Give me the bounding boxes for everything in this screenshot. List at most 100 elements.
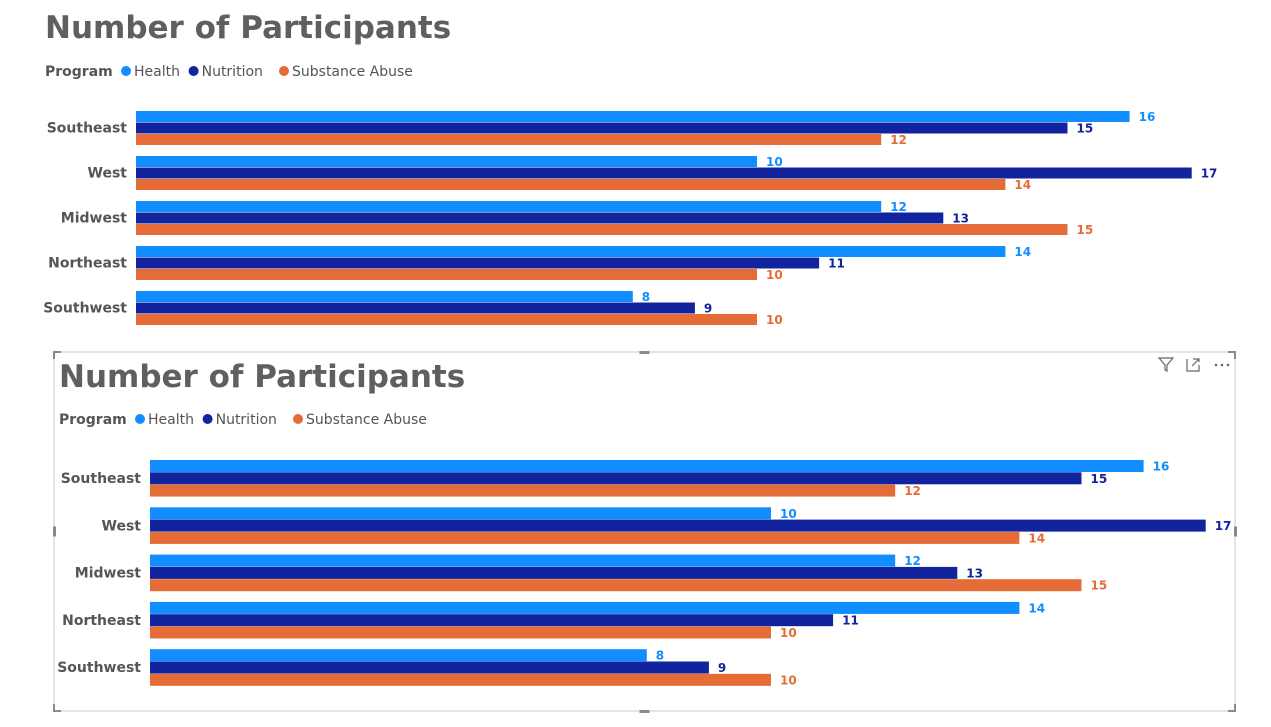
resize-handle-corner[interactable] [1228, 351, 1236, 359]
bar-west-substance-abuse[interactable] [136, 179, 1006, 190]
bar-southwest-substance-abuse[interactable] [136, 314, 757, 325]
bar-west-substance-abuse[interactable] [150, 531, 1020, 544]
resize-handle-left[interactable] [53, 526, 56, 537]
legend-item-health[interactable]: Health [121, 64, 180, 80]
data-label-west-nutrition: 17 [1201, 167, 1218, 181]
data-label-northeast-nutrition: 11 [828, 257, 845, 271]
data-label-northeast-nutrition: 11 [842, 614, 859, 628]
bar-northeast-substance-abuse[interactable] [136, 269, 757, 280]
legend-label-health: Health [148, 412, 194, 428]
bar-southeast-health[interactable] [150, 460, 1144, 472]
legend-title: Program [45, 64, 113, 80]
category-label-southeast: Southeast [61, 471, 142, 487]
bar-southeast-nutrition[interactable] [150, 472, 1082, 485]
bar-southwest-nutrition[interactable] [150, 661, 709, 674]
data-label-northeast-substance-abuse: 10 [766, 268, 783, 282]
resize-handle-right[interactable] [1234, 526, 1237, 537]
legend-marker-substance-abuse [279, 66, 289, 76]
bar-midwest-nutrition[interactable] [136, 212, 944, 224]
legend-label-health: Health [134, 64, 180, 80]
category-label-midwest: Midwest [75, 566, 142, 582]
bar-northeast-substance-abuse[interactable] [150, 626, 771, 639]
data-label-southeast-nutrition: 15 [1077, 122, 1094, 136]
data-label-west-health: 10 [766, 155, 783, 169]
data-label-southwest-substance-abuse: 10 [780, 673, 797, 687]
legend-item-nutrition[interactable]: Nutrition [188, 64, 263, 80]
data-label-midwest-health: 12 [890, 200, 907, 214]
chart-title: Number of Participants [59, 359, 465, 395]
bar-west-health[interactable] [136, 156, 757, 167]
legend-item-health[interactable]: Health [135, 412, 194, 428]
bar-southwest-substance-abuse[interactable] [150, 673, 771, 686]
bar-southeast-substance-abuse[interactable] [150, 484, 896, 497]
legend-label-substance-abuse: Substance Abuse [292, 64, 413, 80]
legend-label-substance-abuse: Substance Abuse [306, 412, 427, 428]
data-label-northeast-health: 14 [1028, 601, 1045, 615]
category-label-west: West [88, 166, 128, 182]
bar-midwest-substance-abuse[interactable] [150, 579, 1082, 592]
focus-mode-icon[interactable] [1186, 358, 1200, 372]
bar-southeast-health[interactable] [136, 111, 1130, 122]
data-label-midwest-substance-abuse: 15 [1091, 579, 1108, 593]
data-label-southwest-substance-abuse: 10 [766, 313, 783, 327]
bar-southwest-health[interactable] [150, 649, 647, 662]
bar-midwest-health[interactable] [150, 554, 896, 567]
bar-midwest-nutrition[interactable] [150, 566, 958, 579]
category-label-northeast: Northeast [48, 256, 127, 272]
category-label-southeast: Southeast [47, 121, 128, 137]
bar-west-health[interactable] [150, 507, 771, 520]
data-label-southeast-health: 16 [1153, 460, 1170, 474]
data-label-midwest-health: 12 [904, 554, 921, 568]
data-label-southwest-nutrition: 9 [704, 302, 712, 316]
data-label-west-nutrition: 17 [1215, 519, 1232, 533]
more-options-icon[interactable] [1214, 363, 1230, 367]
bar-northeast-health[interactable] [150, 601, 1020, 614]
bar-chart-top: Number of Participants Program Health Nutri… [43, 10, 1218, 327]
data-label-southwest-health: 8 [656, 649, 664, 663]
data-label-southeast-health: 16 [1139, 110, 1156, 124]
legend-marker-nutrition [188, 66, 199, 76]
resize-handle-bottom[interactable] [639, 710, 650, 713]
bar-southwest-health[interactable] [136, 291, 633, 302]
bar-west-nutrition[interactable] [136, 167, 1192, 179]
filter-icon[interactable] [1157, 357, 1175, 372]
legend-item-nutrition[interactable]: Nutrition [202, 412, 277, 428]
bar-northeast-nutrition[interactable] [136, 257, 820, 269]
category-label-midwest: Midwest [61, 211, 128, 227]
legend-item-substance-abuse[interactable]: Substance Abuse [279, 64, 413, 80]
resize-handle-corner[interactable] [53, 351, 61, 359]
resize-handle-top[interactable] [639, 351, 650, 354]
legend-marker-nutrition [202, 414, 213, 424]
data-label-southeast-nutrition: 15 [1091, 472, 1108, 486]
data-label-west-substance-abuse: 14 [1028, 531, 1045, 545]
bar-northeast-nutrition[interactable] [150, 614, 834, 627]
data-label-midwest-nutrition: 13 [952, 212, 969, 226]
category-label-southwest: Southwest [57, 660, 141, 676]
legend-item-substance-abuse[interactable]: Substance Abuse [293, 412, 427, 428]
category-label-west: West [102, 518, 142, 534]
bar-midwest-health[interactable] [136, 201, 882, 212]
data-label-southwest-nutrition: 9 [718, 661, 726, 675]
bar-northeast-health[interactable] [136, 246, 1006, 257]
data-label-midwest-nutrition: 13 [966, 566, 983, 580]
bar-southeast-nutrition[interactable] [136, 122, 1068, 134]
category-label-northeast: Northeast [62, 613, 141, 629]
data-label-midwest-substance-abuse: 15 [1077, 223, 1094, 237]
data-label-northeast-health: 14 [1014, 245, 1031, 259]
chart-visual-top[interactable]: Number of Participants Program Health Nutri… [0, 0, 1271, 349]
bar-southeast-substance-abuse[interactable] [136, 134, 882, 145]
data-label-northeast-substance-abuse: 10 [780, 626, 797, 640]
resize-handle-corner[interactable] [1228, 704, 1236, 712]
bar-west-nutrition[interactable] [150, 519, 1206, 532]
legend-label-nutrition: Nutrition [216, 412, 277, 428]
bar-southwest-nutrition[interactable] [136, 302, 695, 314]
bar-midwest-substance-abuse[interactable] [136, 224, 1068, 235]
legend-label-nutrition: Nutrition [202, 64, 263, 80]
data-label-southwest-health: 8 [642, 290, 650, 304]
data-label-west-health: 10 [780, 507, 797, 521]
legend-marker-health [121, 66, 131, 76]
legend-marker-health [135, 414, 145, 424]
resize-handle-corner[interactable] [53, 704, 61, 712]
